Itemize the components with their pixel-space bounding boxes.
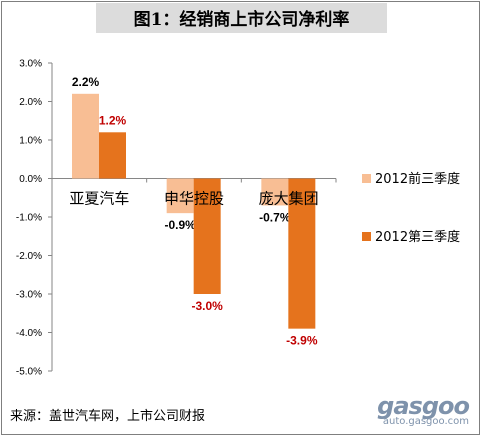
bar	[99, 132, 126, 179]
legend-label: 2012第三季度	[375, 229, 460, 245]
category-label: 庞大集团	[259, 190, 319, 208]
y-tick-label: 1.0%	[19, 136, 42, 147]
chart-title: 图1：经销商上市公司净利率	[95, 3, 388, 33]
y-tick-label: 2.0%	[19, 97, 42, 108]
category-label: 申华控股	[164, 190, 224, 208]
bar	[166, 178, 194, 214]
y-tick-label: -3.0%	[16, 290, 42, 301]
y-tick-label: -2.0%	[16, 251, 42, 262]
data-label: -3.9%	[286, 334, 318, 348]
y-tick-label: 0.0%	[19, 174, 42, 185]
watermark-logo-text: gasgoo	[377, 392, 470, 420]
plot-area: 3.0% 2.0% 1.0% 0.0% -1.0% -2.0% -3.0% -4.0% -5.0…	[16, 59, 337, 378]
legend: 2012前三季度 2012第三季度	[362, 171, 460, 245]
bar	[261, 178, 289, 206]
category-label: 亚夏汽车	[69, 190, 129, 208]
watermark-url: auto.gasgoo.com	[382, 416, 469, 427]
legend-label: 2012前三季度	[375, 171, 460, 187]
bar	[72, 93, 99, 179]
chart-title-wrap: 图1：经销商上市公司净利率	[0, 3, 483, 33]
data-label: -3.0%	[191, 299, 223, 313]
data-label: 1.2%	[99, 113, 127, 127]
data-label: 2.2%	[72, 75, 100, 89]
legend-swatch	[362, 174, 371, 183]
data-label: -0.7%	[259, 210, 291, 224]
y-tick-label: -4.0%	[16, 328, 42, 339]
bar	[193, 178, 221, 294]
watermark-logo: gasgoo auto.gasgoo.com	[377, 392, 470, 427]
legend-swatch	[362, 232, 371, 241]
y-tick-label: -5.0%	[16, 367, 42, 378]
bar	[288, 178, 316, 329]
data-label: -0.9%	[164, 218, 196, 232]
y-tick-label: -1.0%	[16, 213, 42, 224]
y-tick-label: 3.0%	[19, 59, 42, 70]
source-note: 来源：盖世汽车网，上市公司财报	[10, 409, 206, 424]
